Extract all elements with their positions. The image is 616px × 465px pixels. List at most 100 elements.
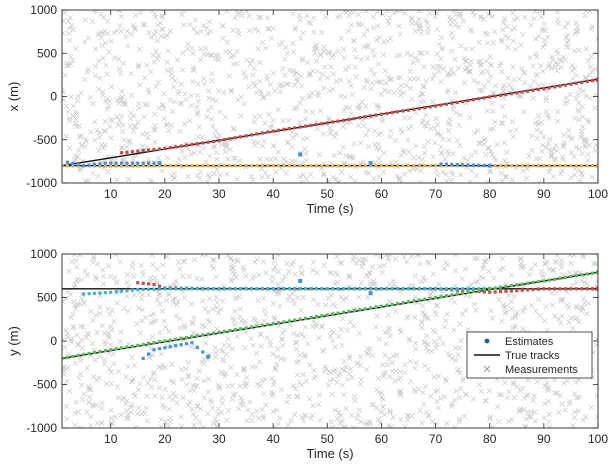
measurement-marker <box>448 177 454 183</box>
measurement-marker <box>152 393 158 399</box>
measurement-marker <box>463 391 469 398</box>
measurement-marker <box>507 128 514 134</box>
measurement-marker <box>498 37 505 43</box>
measurement-marker <box>106 366 112 372</box>
estimate-point <box>260 164 264 168</box>
measurement-marker <box>148 384 155 390</box>
estimate-point <box>276 128 281 132</box>
measurement-marker <box>243 74 249 80</box>
measurement-marker <box>269 274 276 280</box>
estimate-point <box>526 281 530 285</box>
measurement-marker <box>139 269 146 275</box>
measurement-marker <box>132 123 139 129</box>
measurement-marker <box>163 122 169 128</box>
measurement-marker <box>555 118 561 125</box>
measurement-marker <box>443 378 449 384</box>
measurement-marker <box>108 407 114 413</box>
measurement-marker <box>147 376 153 382</box>
measurement-marker <box>582 279 588 285</box>
estimate-point <box>498 289 503 294</box>
estimate-point <box>87 163 91 167</box>
measurement-marker <box>226 343 232 349</box>
measurement-marker <box>358 57 364 63</box>
measurement-marker <box>82 77 88 83</box>
measurement-marker <box>229 265 235 271</box>
estimate-point <box>574 164 578 168</box>
measurement-marker <box>452 17 458 24</box>
measurement-marker <box>214 299 220 306</box>
measurement-marker <box>107 342 114 348</box>
measurement-marker <box>354 105 361 111</box>
measurement-marker <box>457 11 463 17</box>
measurement-marker <box>165 155 171 161</box>
measurement-marker <box>447 14 453 20</box>
measurement-marker <box>330 71 337 77</box>
measurement-marker <box>433 302 439 309</box>
measurement-marker <box>114 97 120 103</box>
measurement-marker <box>203 45 209 51</box>
measurement-marker <box>249 72 256 78</box>
measurement-marker <box>491 155 497 161</box>
measurement-marker <box>439 290 445 296</box>
measurement-marker <box>349 154 355 161</box>
measurement-marker <box>195 109 201 115</box>
measurement-marker <box>354 415 360 422</box>
estimate-point <box>417 164 421 168</box>
measurement-marker <box>294 70 300 76</box>
measurement-marker <box>134 321 140 327</box>
measurement-marker <box>63 327 69 333</box>
estimate-point <box>536 87 541 92</box>
measurement-marker <box>210 144 217 150</box>
estimate-point <box>103 164 107 168</box>
measurement-marker <box>242 345 248 351</box>
measurement-marker <box>558 261 564 267</box>
measurement-marker <box>522 424 529 428</box>
x-tick-label: 60 <box>375 187 389 201</box>
measurement-marker <box>123 101 129 107</box>
measurement-marker <box>576 100 582 106</box>
measurement-marker <box>204 25 210 31</box>
estimate-point <box>130 344 134 348</box>
estimate-point <box>553 277 557 281</box>
measurement-marker <box>185 373 192 379</box>
measurement-marker <box>387 408 393 414</box>
measurement-marker <box>194 30 200 36</box>
measurement-marker <box>512 324 519 330</box>
measurement-marker <box>131 391 137 397</box>
measurement-marker <box>237 383 243 389</box>
measurement-marker <box>560 54 567 60</box>
measurement-marker <box>167 28 173 34</box>
estimate-point <box>179 287 183 291</box>
measurement-marker <box>178 81 184 87</box>
measurement-marker <box>141 114 147 120</box>
measurement-marker <box>558 296 565 303</box>
estimate-point <box>201 350 205 354</box>
measurement-marker <box>416 254 422 258</box>
x-tick-label: 40 <box>266 432 280 446</box>
estimate-point <box>569 287 573 291</box>
estimate-point <box>157 161 162 166</box>
measurement-marker <box>484 108 490 114</box>
estimate-point <box>374 287 378 291</box>
measurement-marker <box>528 302 535 308</box>
measurement-marker <box>545 387 551 394</box>
measurement-marker <box>84 409 90 415</box>
measurement-marker <box>511 77 517 83</box>
estimate-point <box>390 110 394 115</box>
measurement-marker <box>369 352 376 359</box>
estimate-point <box>466 290 470 294</box>
measurement-marker <box>534 72 540 78</box>
estimate-point <box>147 342 151 346</box>
measurement-marker <box>348 111 354 117</box>
measurement-marker <box>209 77 215 84</box>
measurement-marker <box>545 140 552 146</box>
measurement-marker <box>166 328 172 335</box>
measurement-marker <box>62 337 66 343</box>
estimate-point <box>266 130 270 134</box>
measurement-marker <box>123 401 129 407</box>
estimate-point <box>157 340 162 344</box>
estimate-point <box>428 287 432 291</box>
x-tick-label: 100 <box>588 187 608 201</box>
measurement-marker <box>302 413 309 419</box>
estimate-point <box>136 343 140 347</box>
